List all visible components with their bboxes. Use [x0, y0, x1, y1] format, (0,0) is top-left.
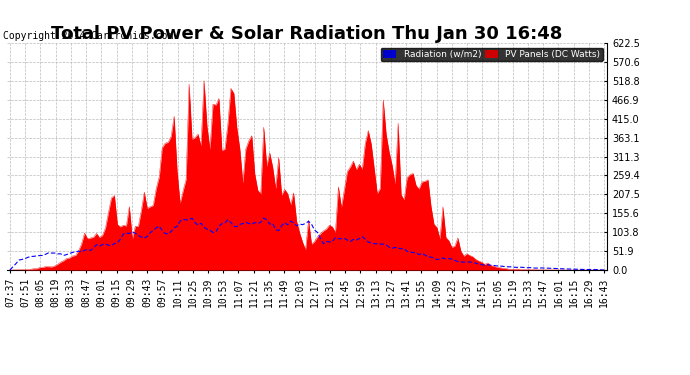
Text: Copyright 2014 Cartronics.com: Copyright 2014 Cartronics.com: [3, 32, 174, 41]
Title: Total PV Power & Solar Radiation Thu Jan 30 16:48: Total PV Power & Solar Radiation Thu Jan…: [51, 25, 563, 43]
Legend: Radiation (w/m2), PV Panels (DC Watts): Radiation (w/m2), PV Panels (DC Watts): [380, 48, 602, 61]
